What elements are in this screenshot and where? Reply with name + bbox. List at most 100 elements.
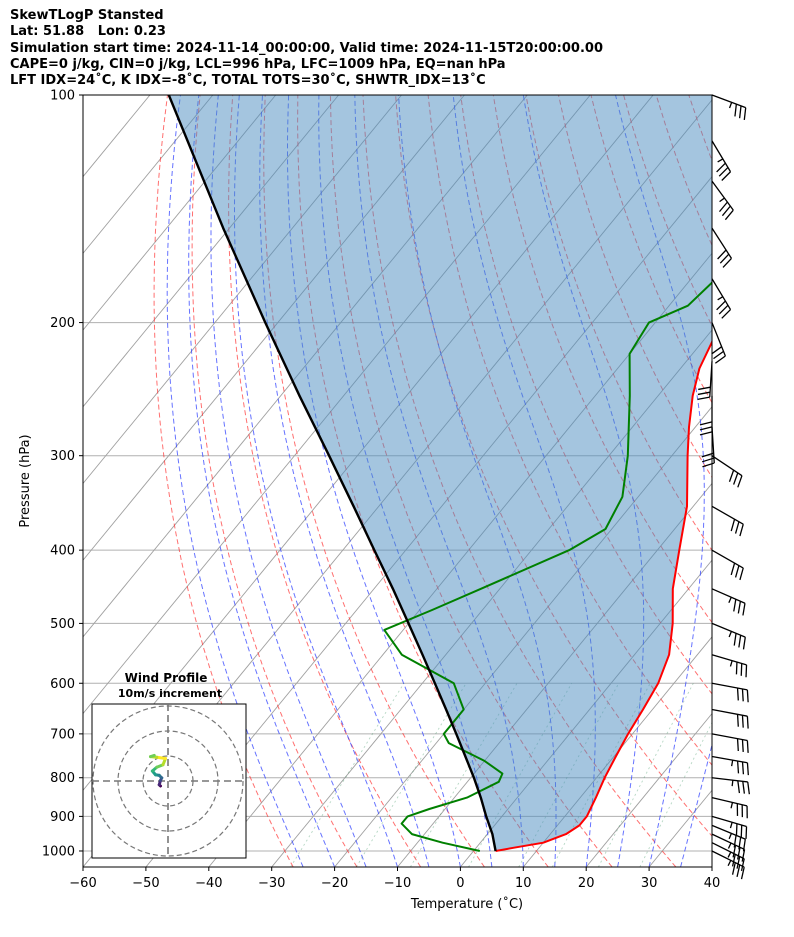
barb-flag <box>743 107 747 121</box>
barb-half-flag <box>727 851 732 858</box>
wind-barb <box>711 796 748 819</box>
barb-flag <box>742 603 746 616</box>
barb-flag <box>742 637 746 650</box>
isotherm <box>711 866 712 867</box>
wind-barb <box>711 505 744 537</box>
barb-staff <box>711 322 726 357</box>
barb-flag <box>739 523 744 537</box>
x-tick-label: −40 <box>195 876 222 891</box>
x-tick-label: −50 <box>132 876 159 891</box>
barb-flag <box>722 257 732 268</box>
barb-flag <box>741 715 744 728</box>
isotherm <box>522 636 712 867</box>
y-tick-label: 200 <box>50 316 75 331</box>
y-axis-label: Pressure (hPa) <box>18 434 33 527</box>
wind-barb <box>711 94 747 121</box>
barb-flag <box>731 862 736 875</box>
barb-staff <box>711 140 732 173</box>
parcel-shading <box>168 95 712 851</box>
wind-barb <box>711 824 746 852</box>
temperature-line <box>495 339 712 852</box>
barb-staff <box>711 180 734 211</box>
wind-barb <box>711 850 745 880</box>
barb-flag <box>740 663 743 676</box>
y-tick-label: 800 <box>50 771 75 786</box>
barb-flag <box>745 664 748 678</box>
wind-barb <box>711 622 746 650</box>
barb-flag <box>697 391 711 396</box>
profile-lines <box>167 95 712 852</box>
barb-flag <box>737 475 743 488</box>
moist-adiabat <box>166 95 304 867</box>
y-tick-label: 300 <box>50 449 75 464</box>
moist-adiabat <box>234 95 398 867</box>
barb-flag <box>697 396 710 401</box>
barb-flag <box>717 249 727 260</box>
barb-flag <box>747 781 750 795</box>
moist-adiabat <box>188 95 336 867</box>
x-tick-label: −20 <box>321 876 348 891</box>
barb-flag <box>736 714 739 727</box>
barb-flag <box>699 426 713 431</box>
barb-flag <box>716 162 726 173</box>
wind-barb <box>711 588 746 616</box>
barb-half-flag <box>730 760 734 767</box>
barb-staff <box>711 227 733 259</box>
wind-barb <box>711 842 745 871</box>
indices-line: LFT IDX=24˚C, K IDX=-8˚C, TOTAL TOTS=30˚… <box>10 73 486 89</box>
barb-flag <box>739 567 744 581</box>
barb-staff <box>711 815 747 828</box>
wind-barb <box>711 654 748 678</box>
barb-flag <box>746 740 749 753</box>
wind-barb <box>711 455 743 488</box>
dry-adiabat <box>754 95 794 867</box>
mixing-ratio-line <box>290 683 405 867</box>
y-tick-label: 500 <box>50 617 75 632</box>
hodograph-title: Wind Profile <box>125 671 208 685</box>
barb-flag <box>734 565 740 578</box>
wind-barb <box>699 395 713 436</box>
barb-half-flag <box>728 631 733 638</box>
barb-flag <box>719 253 730 264</box>
barb-flag <box>731 854 736 867</box>
mixing-ratio-line <box>410 683 518 867</box>
barb-half-flag <box>731 780 734 787</box>
hodograph-subtitle: 10m/s increment <box>118 687 222 700</box>
x-axis: −60 −50 −40 −30 −20 −10 0 10 20 30 40 <box>69 867 720 891</box>
barb-staff <box>711 824 746 840</box>
isotherm <box>83 95 277 331</box>
barb-half-flag <box>729 822 733 829</box>
hodograph-segment <box>149 753 156 759</box>
barb-flag <box>721 171 731 181</box>
wind-barb <box>711 549 744 581</box>
wind-barb <box>711 708 749 729</box>
barb-staff <box>711 733 748 742</box>
cape-cin-shading <box>168 95 712 851</box>
chart-title: SkewTLogP Stansted <box>10 8 164 23</box>
x-tick-label: 10 <box>515 876 532 891</box>
barb-flag <box>734 521 740 534</box>
barb-flag <box>718 201 728 213</box>
barb-staff <box>711 654 747 666</box>
barb-half-flag <box>728 596 732 603</box>
x-tick-label: −10 <box>384 876 411 891</box>
barb-half-flag <box>727 842 732 849</box>
barb-staff <box>711 777 748 783</box>
y-tick-label: 100 <box>50 89 75 104</box>
wind-barb <box>711 140 732 181</box>
barb-flag <box>741 739 744 752</box>
barb-flag <box>736 688 739 701</box>
y-tick-label: 1000 <box>42 844 75 859</box>
barb-flag <box>718 304 729 315</box>
y-tick-label: 600 <box>50 677 75 692</box>
moist-adiabat <box>259 95 430 867</box>
barb-staff <box>711 549 744 569</box>
barb-flag <box>737 780 741 794</box>
wind-barb <box>711 733 749 753</box>
barb-flag <box>745 826 748 839</box>
barb-flag <box>736 864 741 878</box>
x-tick-label: 40 <box>704 876 721 891</box>
barb-flag <box>736 856 741 869</box>
barb-half-flag <box>730 802 734 809</box>
y-tick-label: 900 <box>50 810 75 825</box>
